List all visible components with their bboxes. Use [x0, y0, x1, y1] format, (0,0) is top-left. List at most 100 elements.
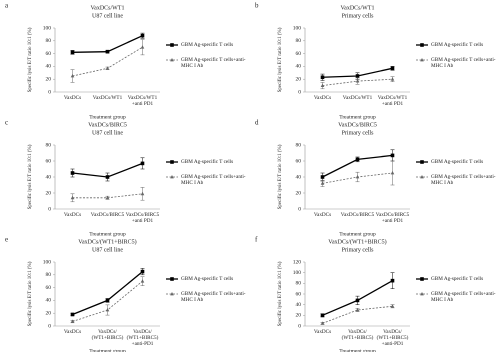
legend-label: GBM Ag-specific T cells	[181, 158, 234, 165]
y-tick-label: 60	[296, 51, 302, 57]
legend-label-box: GBM Ag-specific T cells	[181, 275, 234, 282]
marker	[105, 195, 110, 200]
marker	[140, 45, 145, 49]
y-axis-label: Specific lysis E/T ratio 10:1 (%)	[278, 144, 283, 209]
x-tick-label: VaxDCs/WT1	[92, 95, 123, 101]
panel-letter: e	[5, 236, 8, 244]
y-axis-label: Specific lysis E/T ratio 10:1 (%)	[278, 27, 283, 92]
y-tick-label: 80	[46, 38, 52, 44]
series-line	[322, 305, 393, 324]
marker	[355, 175, 360, 179]
legend-marker	[420, 292, 424, 296]
marker	[70, 312, 75, 317]
marker	[140, 33, 145, 38]
chart-subtitle: Primary cells	[342, 130, 374, 136]
marker	[355, 308, 360, 312]
legend-label: GBM Ag-specific T cells+anti-MHC I Ab	[431, 290, 496, 303]
y-tick-label: 0	[48, 206, 51, 212]
marker	[140, 161, 145, 166]
legend-marker	[170, 58, 174, 62]
marker	[390, 171, 395, 175]
x-axis-label: Treatment group	[89, 348, 126, 352]
legend-marker	[420, 175, 424, 179]
y-tick-label: 120	[293, 259, 302, 265]
x-tick-label-box: VaxDCs/WT1 +anti PD1	[377, 95, 408, 107]
x-tick-label-box: VaxDCs/ (WT1+BIRC5) +anti-PD1	[126, 329, 159, 347]
y-tick-label: 80	[296, 142, 302, 148]
marker	[320, 175, 325, 179]
legend-label-box: GBM Ag-specific T cells	[431, 42, 483, 48]
x-tick-label-box: VaxDCs/BIRC5	[341, 212, 374, 218]
x-tick-label-box: VaxDCs	[313, 329, 332, 335]
y-tick-label: 20	[296, 313, 302, 319]
y-tick-label: 40	[296, 64, 302, 70]
y-tick-label: 100	[293, 25, 302, 31]
x-tick-label-box: VaxDCs/BIRC5 +anti PD1	[375, 212, 410, 224]
y-axis-label: Specific lysis E/T ratio 10:1 (%)	[278, 261, 283, 326]
legend-label-box: GBM Ag-specific T cells	[181, 158, 234, 165]
y-axis-label: Specific lysis E/T ratio 10:1 (%)	[28, 144, 33, 209]
marker	[390, 66, 395, 71]
x-tick-label-box: VaxDCs/WT1	[92, 95, 123, 101]
y-axis-label: Specific lysis E/T ratio 10:1 (%)	[28, 27, 33, 92]
panel-letter: b	[255, 2, 259, 10]
legend-label: GBM Ag-specific T cells+anti-MHC I Ab	[181, 290, 246, 303]
x-tick-label: VaxDCs/BIRC5 +anti PD1	[375, 212, 410, 224]
y-tick-label: 40	[296, 302, 302, 308]
x-tick-label-box: VaxDCs/ (WT1+BIRC5) +anti-PD1	[376, 329, 409, 347]
x-tick-label-box: VaxDCs	[64, 212, 81, 218]
x-tick-label: VaxDCs/ (WT1+BIRC5) +anti-PD1	[376, 329, 409, 347]
x-axis-label: Treatment group	[339, 114, 376, 120]
marker	[105, 66, 110, 70]
legend-label-box: GBM Ag-specific T cells	[181, 41, 234, 48]
y-tick-label: 0	[298, 206, 301, 212]
marker	[70, 319, 75, 323]
legend-marker	[170, 43, 174, 47]
x-tick-label-box: VaxDCs/WT1	[343, 95, 372, 101]
legend-label-box: GBM Ag-specific T cells+anti-MHC I Ab	[181, 174, 246, 186]
chart-subtitle: U87 cell line	[92, 247, 123, 253]
y-tick-label: 80	[296, 281, 302, 287]
x-tick-label-box: VaxDCs	[63, 329, 82, 335]
marker	[390, 304, 395, 308]
x-tick-label: VaxDCs/BIRC5	[90, 212, 125, 218]
legend-label-box: GBM Ag-specific T cells+anti-MHC I Ab	[431, 290, 496, 303]
y-tick-label: 40	[296, 174, 302, 180]
legend-marker	[420, 58, 424, 62]
legend-label-box: GBM Ag-specific T cells	[431, 158, 484, 165]
marker	[390, 153, 395, 158]
marker	[105, 175, 110, 179]
legend-label-box: GBM Ag-specific T cells	[431, 276, 483, 282]
x-tick-label: VaxDCs	[63, 95, 82, 101]
legend-marker	[420, 160, 424, 164]
x-tick-label: VaxDCs	[313, 95, 332, 101]
x-tick-label: VaxDCs	[313, 329, 332, 335]
chart-subtitle: U87 cell line	[92, 13, 123, 19]
legend-label-box: GBM Ag-specific T cells+anti-MHC I Ab	[431, 174, 496, 186]
marker	[70, 171, 75, 175]
x-tick-label: VaxDCs	[313, 212, 332, 218]
x-tick-label: VaxDCs/ (WT1+BIRC5) +anti-PD1	[126, 329, 159, 347]
legend-label: GBM Ag-specific T cells	[181, 41, 234, 48]
chart-title: VaxDCs/BIRC5	[338, 122, 377, 128]
legend-label-box: GBM Ag-specific T cells+anti-MHC I Ab	[181, 290, 246, 303]
x-tick-label: VaxDCs/WT1 +anti PD1	[377, 95, 408, 107]
marker	[320, 181, 325, 185]
y-tick-label: 60	[296, 158, 302, 164]
x-tick-label: VaxDCs	[63, 329, 82, 335]
x-axis-label: Treatment group	[89, 114, 126, 120]
legend-marker	[170, 277, 174, 281]
y-axis-label: Specific lysis E/T ratio 10:1 (%)	[28, 261, 33, 326]
legend-marker	[420, 43, 424, 47]
y-tick-label: 100	[293, 270, 302, 276]
chart-subtitle: U87 cell line	[92, 130, 123, 136]
legend-label: GBM Ag-specific T cells	[431, 158, 484, 165]
legend-label: GBM Ag-specific T cells+anti-MHC I Ab	[181, 56, 246, 69]
y-tick-label: 20	[296, 190, 302, 196]
marker	[355, 298, 360, 303]
x-tick-label-box: VaxDCs/BIRC5	[90, 212, 125, 218]
legend-label: GBM Ag-specific T cells	[181, 275, 234, 282]
panel-letter: c	[5, 119, 8, 127]
marker	[70, 74, 75, 78]
y-tick-label: 0	[298, 89, 301, 95]
